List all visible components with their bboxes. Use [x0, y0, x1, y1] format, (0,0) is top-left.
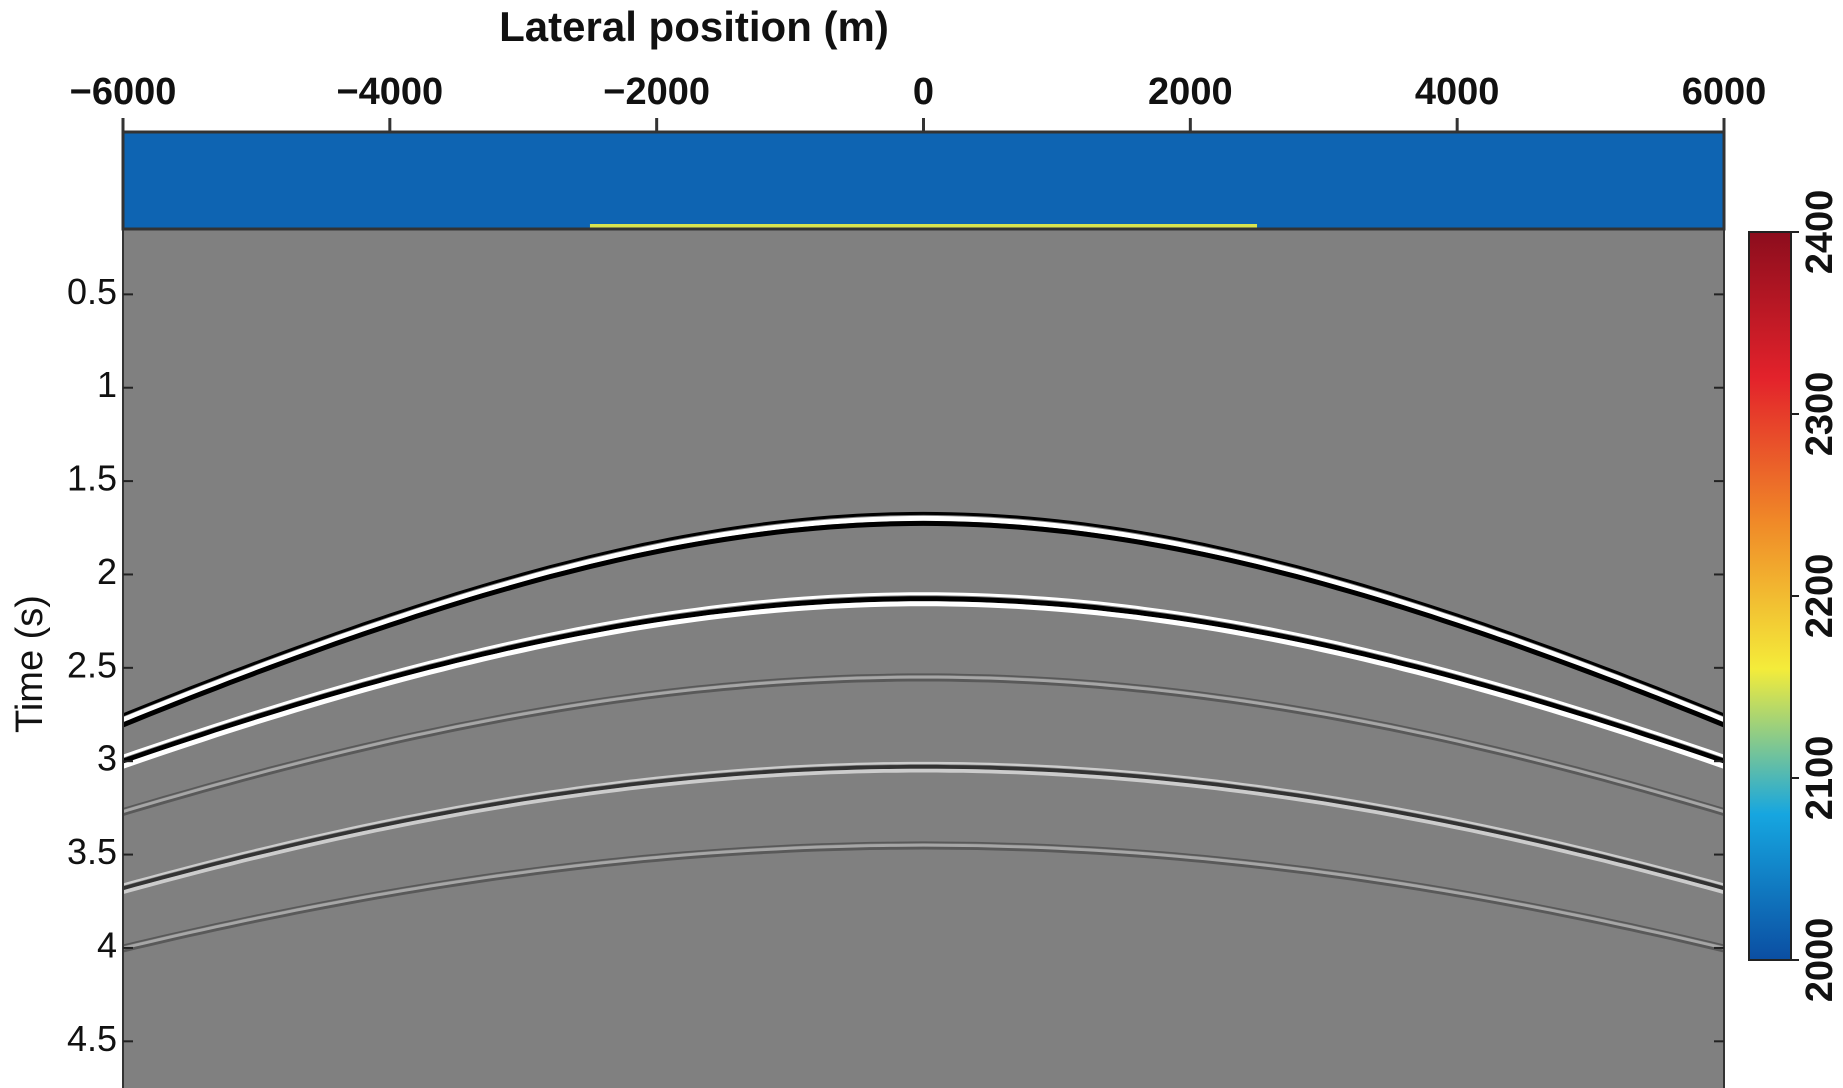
y-tick-label: 0.5	[67, 271, 117, 312]
x-tick-label: −6000	[70, 71, 177, 113]
y-tick-label: 3	[97, 738, 117, 779]
y-tick-label: 4.5	[67, 1018, 117, 1059]
y-tick-label: 4	[97, 924, 117, 965]
velocity-layer	[123, 132, 1724, 229]
y-tick-label: 2.5	[67, 644, 117, 685]
y-axis-title: Time (s)	[9, 595, 51, 733]
y-tick-label: 3.5	[67, 831, 117, 872]
x-tick-label: −4000	[336, 71, 443, 113]
x-tick-label: 4000	[1415, 71, 1500, 113]
y-tick-label: 1.5	[67, 458, 117, 499]
x-axis-title: Lateral position (m)	[499, 3, 889, 50]
chart: Lateral position (m) Time (s) −6000 −4000…	[0, 0, 1843, 1088]
colorbar	[1749, 232, 1791, 960]
x-tick-label: 6000	[1682, 71, 1767, 113]
y-tick-label: 2	[97, 551, 117, 592]
colorbar-tick-label: 2300	[1799, 372, 1841, 457]
colorbar-tick-label: 2200	[1799, 554, 1841, 639]
x-tick-label: 0	[913, 71, 934, 113]
seismic-background	[123, 229, 1724, 1088]
x-tick-label: 2000	[1148, 71, 1233, 113]
colorbar-tick-label: 2000	[1799, 918, 1841, 1003]
x-tick-label: −2000	[603, 71, 710, 113]
y-tick-label: 1	[97, 364, 117, 405]
colorbar-tick-label: 2400	[1799, 190, 1841, 275]
colorbar-tick-label: 2100	[1799, 736, 1841, 821]
